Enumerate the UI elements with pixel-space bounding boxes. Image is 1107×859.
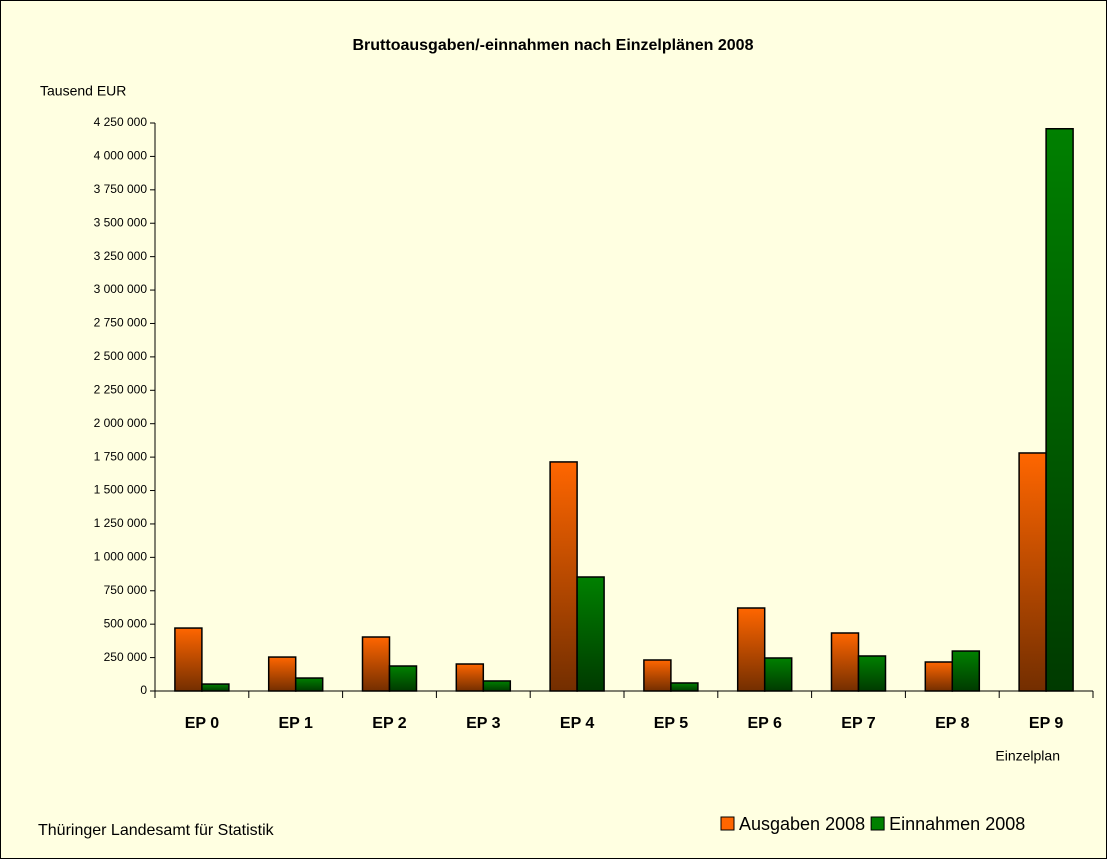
bar <box>951 650 981 692</box>
bar <box>482 680 512 692</box>
x-axis-label: Einzelplan <box>995 748 1060 764</box>
bar <box>388 665 418 692</box>
y-tick-label: 2 250 000 <box>94 382 148 396</box>
y-tick-label: 0 <box>140 683 147 697</box>
x-tick-label: EP 7 <box>841 715 876 732</box>
y-tick-label: 3 000 000 <box>94 282 148 296</box>
bar <box>924 661 954 692</box>
legend-label: Einnahmen 2008 <box>889 814 1025 834</box>
bar <box>361 636 391 692</box>
y-tick-label: 3 250 000 <box>94 249 148 263</box>
y-tick-label: 500 000 <box>104 616 148 630</box>
bar <box>857 655 887 692</box>
legend-label: Ausgaben 2008 <box>739 814 865 834</box>
bar <box>576 576 605 692</box>
bar <box>267 656 297 692</box>
y-tick-label: 750 000 <box>104 583 148 597</box>
bar <box>1045 127 1074 692</box>
x-tick-label: EP 9 <box>1029 715 1064 732</box>
x-tick-label: EP 8 <box>935 715 970 732</box>
y-tick-label: 4 250 000 <box>94 115 148 129</box>
bar <box>736 607 766 692</box>
bar <box>201 683 230 692</box>
bar <box>670 682 699 692</box>
legend-swatch <box>870 816 885 831</box>
bar <box>1018 452 1047 692</box>
y-tick-label: 2 750 000 <box>94 316 148 330</box>
y-tick-label: 1 250 000 <box>94 516 148 530</box>
bar <box>830 632 860 692</box>
bar <box>763 657 793 692</box>
y-tick-label: 4 000 000 <box>94 149 148 163</box>
x-tick-label: EP 0 <box>185 715 220 732</box>
bar <box>174 627 203 692</box>
x-tick-label: EP 1 <box>278 715 313 732</box>
bar <box>294 677 324 692</box>
y-tick-label: 1 750 000 <box>94 449 148 463</box>
y-tick-label: 2 000 000 <box>94 416 148 430</box>
chart-title: Bruttoausgaben/-einnahmen nach Einzelplä… <box>353 37 754 54</box>
source: Thüringer Landesamt für Statistik <box>38 822 275 839</box>
x-tick-label: EP 2 <box>372 715 407 732</box>
x-tick-label: EP 3 <box>466 715 501 732</box>
bar <box>455 663 485 692</box>
x-tick-label: EP 5 <box>654 715 689 732</box>
bar <box>549 461 578 692</box>
x-tick-label: EP 4 <box>560 715 595 732</box>
y-axis-label: Tausend EUR <box>40 83 126 99</box>
legend-swatch <box>720 816 735 831</box>
y-tick-label: 1 500 000 <box>94 483 148 497</box>
y-tick-label: 3 500 000 <box>94 215 148 229</box>
bar <box>643 659 672 692</box>
x-tick-label: EP 6 <box>747 715 782 732</box>
y-tick-label: 2 500 000 <box>94 349 148 363</box>
y-tick-label: 250 000 <box>104 650 148 664</box>
y-tick-label: 3 750 000 <box>94 182 148 196</box>
y-tick-label: 1 000 000 <box>94 550 148 564</box>
